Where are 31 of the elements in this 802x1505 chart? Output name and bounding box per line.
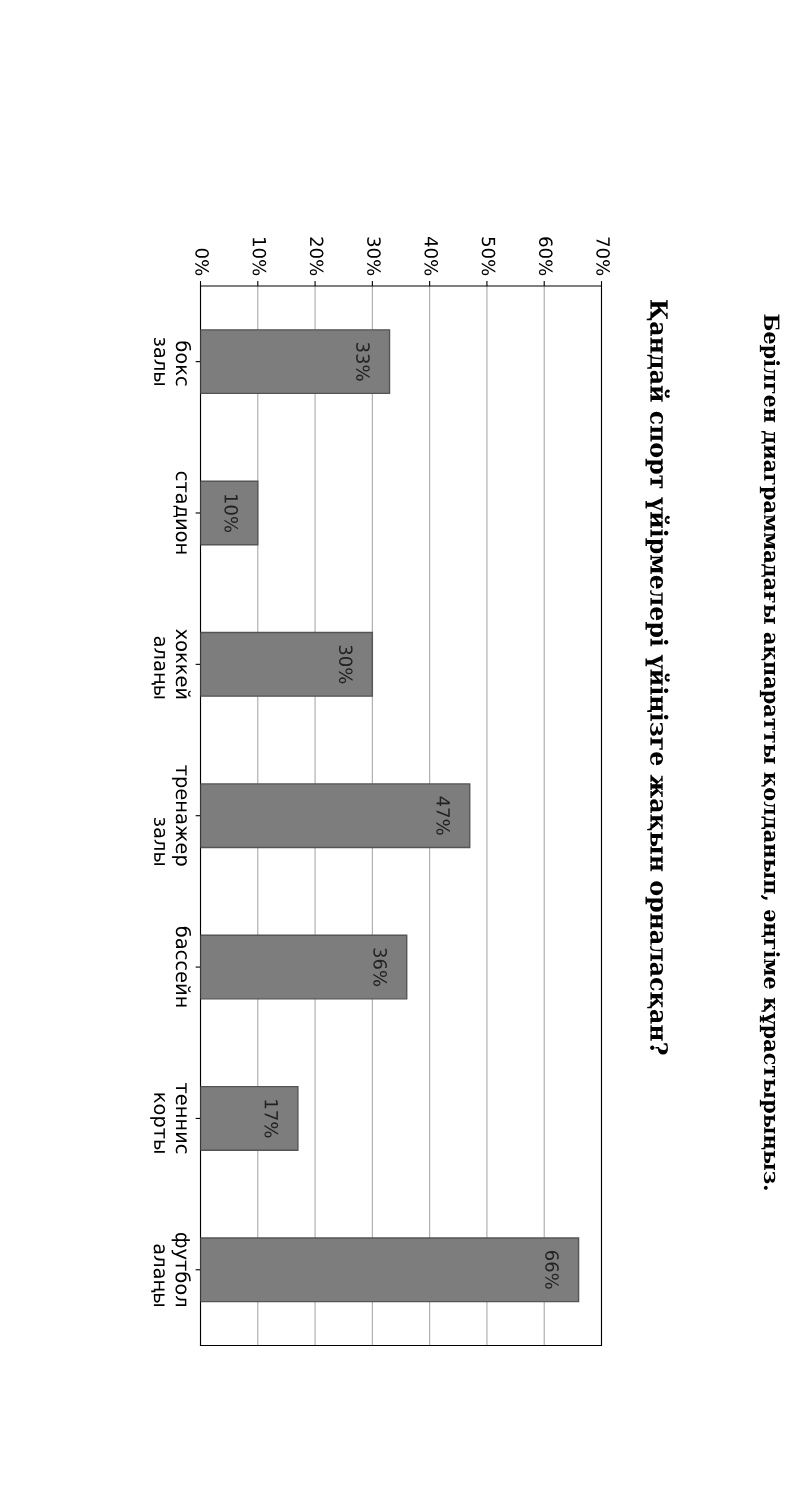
y-tick-label: стадион: [173, 471, 187, 554]
x-tick-label: 20%: [309, 237, 324, 276]
x-tick-label: 0%: [195, 248, 209, 276]
bar: [200, 1085, 299, 1151]
data-label: 10%: [224, 494, 239, 533]
y-tick-label: бокс залы: [153, 337, 192, 386]
data-label: 47%: [436, 796, 450, 835]
y-tick-label: бассейн: [175, 926, 192, 1007]
bar: [200, 934, 408, 1000]
y-tick-label: теннис корты: [150, 1082, 187, 1154]
data-label: 33%: [356, 342, 370, 381]
x-tick-label: 30%: [367, 237, 381, 276]
x-tick-label: 10%: [252, 238, 267, 276]
x-tick-label: 50%: [481, 237, 496, 276]
data-label: 17%: [264, 1100, 279, 1138]
bar: [200, 1237, 580, 1303]
text: Берілген диаграммадағы ақпаратты қолданып, әңгіме құрастырыңыз.: [759, 314, 780, 1190]
bar: [200, 631, 374, 697]
data-label: 36%: [373, 948, 387, 987]
x-tick-label: 40%: [424, 236, 439, 276]
bar: [200, 329, 391, 395]
y-tick-label: тренажер залы: [153, 765, 187, 866]
text: Қандай спорт үйірмелері үйіңізге жақын орналасқан?: [645, 300, 670, 1055]
bar: [200, 783, 471, 849]
data-label: 66%: [545, 1250, 559, 1289]
data-label: 30%: [338, 645, 353, 684]
x-tick-label: 70%: [596, 237, 610, 276]
bar: [200, 480, 259, 546]
y-tick-label: футбол алаңы: [151, 1232, 191, 1307]
x-tick-label: 60%: [538, 237, 553, 276]
y-tick-label: хоккей алаңы: [151, 629, 191, 699]
